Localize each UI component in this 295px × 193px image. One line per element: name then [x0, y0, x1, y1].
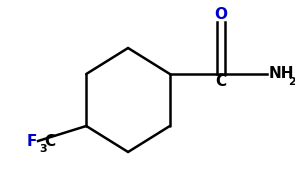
Text: 2: 2: [288, 77, 295, 87]
Text: C: C: [44, 134, 55, 148]
Text: NH: NH: [269, 67, 294, 81]
Text: C: C: [215, 74, 227, 89]
Text: 3: 3: [39, 144, 47, 154]
Text: O: O: [214, 7, 227, 22]
Text: F: F: [26, 134, 37, 148]
